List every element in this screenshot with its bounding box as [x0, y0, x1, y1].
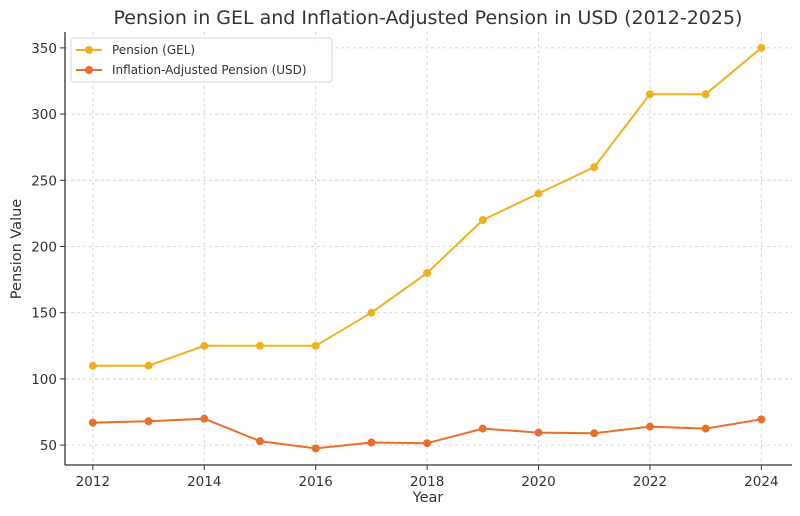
data-point [701, 90, 710, 99]
y-tick-label: 250 [31, 173, 57, 189]
data-point [534, 428, 543, 437]
data-point [645, 422, 654, 431]
x-tick-label: 2020 [521, 474, 555, 490]
legend-label-pension-usd: Inflation-Adjusted Pension (USD) [112, 63, 307, 77]
y-axis-label: Pension Value [9, 199, 25, 299]
data-point [144, 417, 153, 426]
legend-marker-pension-gel [85, 46, 93, 54]
series-layer [88, 43, 766, 453]
x-tick-label: 2018 [410, 474, 444, 490]
series-pension-usd [88, 414, 766, 453]
y-ticks: 50 100 150 200 250 300 350 [31, 41, 65, 454]
legend-entry-pension-usd: Inflation-Adjusted Pension (USD) [76, 63, 307, 77]
y-tick-label: 350 [31, 41, 57, 57]
y-tick-label: 100 [31, 372, 57, 388]
legend: Pension (GEL) Inflation-Adjusted Pension… [70, 37, 333, 83]
x-tick-label: 2016 [299, 474, 333, 490]
data-point [590, 429, 599, 438]
y-tick-label: 50 [40, 438, 57, 454]
legend-label-pension-gel: Pension (GEL) [112, 43, 195, 57]
y-tick-label: 150 [31, 306, 57, 322]
x-ticks: 2012 2014 2016 2018 2020 2022 2024 [76, 465, 779, 490]
data-point [534, 189, 543, 198]
data-point [367, 308, 376, 317]
legend-box [70, 37, 333, 83]
series-pension-gel [88, 43, 766, 370]
data-point [645, 90, 654, 99]
y-tick-label: 300 [31, 107, 57, 123]
data-point [478, 424, 487, 433]
x-tick-label: 2014 [187, 474, 221, 490]
data-point [311, 444, 320, 453]
data-point [255, 437, 264, 446]
data-point [478, 216, 487, 225]
y-tick-label: 200 [31, 240, 57, 256]
data-point [423, 268, 432, 277]
data-point [757, 415, 766, 424]
data-point [255, 341, 264, 350]
data-point [88, 361, 97, 370]
x-tick-label: 2024 [744, 474, 778, 490]
data-point [423, 439, 432, 448]
data-point [757, 43, 766, 52]
legend-marker-pension-usd [85, 66, 93, 74]
x-tick-label: 2022 [633, 474, 667, 490]
data-point [590, 163, 599, 172]
data-point [200, 414, 209, 423]
data-point [144, 361, 153, 370]
data-point [200, 341, 209, 350]
data-point [367, 438, 376, 447]
chart-title: Pension in GEL and Inflation-Adjusted Pe… [114, 7, 743, 29]
data-point [311, 341, 320, 350]
data-point [88, 418, 97, 427]
legend-entry-pension-gel: Pension (GEL) [76, 43, 195, 57]
x-axis-label: Year [412, 490, 444, 506]
grid-lines [65, 32, 792, 465]
data-point [701, 424, 710, 433]
x-tick-label: 2012 [76, 474, 110, 490]
